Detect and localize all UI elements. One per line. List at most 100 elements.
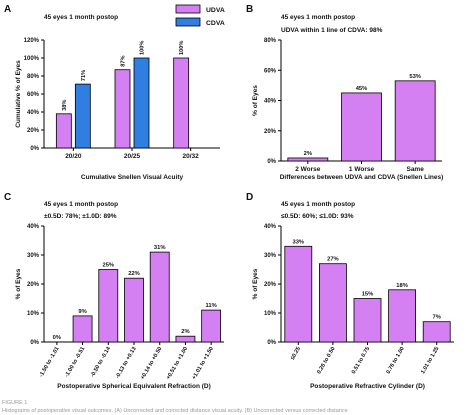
panel-title: 45 eyes 1 month postop [281, 14, 355, 21]
y-tick-label: 40% [27, 224, 40, 230]
legend-swatch-udva [175, 4, 201, 14]
x-tick-label: 0.51 to 0.75 [351, 346, 371, 375]
x-axis-label: Postoperative Refractive Cylinder (D) [310, 383, 425, 390]
x-tick-label: +0.14 to +0.50 [140, 346, 164, 381]
data-label: 71% [81, 70, 87, 81]
panel-a: A 45 eyes 1 month postop 0% 20% 40% 60% 80% 100… [4, 4, 225, 181]
x-axis-label: Postoperative Spherical Equivalent Refra… [57, 383, 211, 390]
y-tick-label: 80% [27, 74, 40, 80]
panel-subtitle: ±0.5D: 78%; ±1.0D: 89% [44, 213, 117, 220]
data-label: 18% [396, 283, 408, 289]
bar-value-2 [394, 80, 436, 162]
x-tick-label: -0.13 to +0.13 [115, 346, 138, 380]
panel-subtitle: UDVA within 1 line of CDVA: 98% [281, 27, 383, 34]
bar-value-4 [149, 251, 170, 343]
panel-label: C [4, 192, 11, 203]
x-tick-label: -0.50 to -0.14 [90, 345, 113, 378]
data-label: 25% [102, 263, 114, 269]
x-tick-label: 20/32 [183, 153, 200, 160]
y-tick-label: 10% [27, 311, 40, 317]
x-axis-label: Cumulative Snellen Visual Acuity [81, 174, 184, 181]
x-tick-label: 20/25 [124, 153, 141, 160]
bar-udva-0 [55, 113, 72, 149]
panel-d: D 45 eyes 1 month postop ≤0.5D: 60%; ≤1.0D… [246, 192, 454, 390]
data-label: 87% [121, 55, 127, 66]
y-tick-label: 20% [264, 129, 277, 135]
y-tick-label: 0% [267, 340, 276, 346]
bar-cdva-1 [133, 57, 150, 149]
y-tick-label: 100% [24, 56, 40, 62]
y-tick-label: 20% [27, 128, 40, 134]
y-axis-label: % of Eyes [252, 268, 259, 299]
data-label: 2% [304, 151, 312, 157]
y-tick-label: 30% [264, 253, 277, 259]
x-tick-label: 2 Worse [295, 166, 321, 173]
y-tick-label: 20% [27, 282, 40, 288]
data-label: 11% [205, 303, 216, 309]
data-label: 15% [362, 292, 374, 298]
data-label: 2% [181, 329, 189, 335]
bar-value-1 [72, 315, 93, 343]
panel-label: B [246, 4, 253, 15]
y-tick-label: 10% [264, 311, 277, 317]
bar-value-6 [201, 309, 222, 343]
bar-value-0 [284, 245, 313, 343]
legend: UDVA CDVA [175, 4, 225, 27]
data-label: 27% [327, 257, 339, 263]
x-tick-label: Same [406, 166, 424, 173]
x-tick-label: +1.01 to +1.50 [191, 346, 215, 381]
bar-cdva-0 [74, 83, 91, 149]
y-tick-label: 40% [264, 99, 277, 105]
y-tick-label: 80% [264, 38, 277, 44]
bar-udva-2 [173, 57, 190, 149]
data-label: 7% [433, 315, 441, 321]
bar-value-3 [388, 289, 417, 343]
bar-udva-1 [114, 69, 131, 149]
data-label: 100% [140, 41, 146, 55]
x-tick-label: -1.50 to -1.01 [38, 346, 60, 378]
y-axis-label: Cumulative % of Eyes [15, 60, 22, 128]
legend-entry-cdva: CDVA [206, 20, 225, 27]
data-label: 100% [179, 41, 185, 55]
x-tick-label: 1.01 to 1.25 [420, 346, 440, 375]
x-tick-label: 1 Worse [349, 166, 375, 173]
y-axis-label: % of Eyes [252, 85, 259, 116]
data-label: 38% [62, 100, 68, 111]
bar-value-3 [124, 277, 144, 343]
panel-c: C 45 eyes 1 month postop ±0.5D: 78%; ±1.0D… [4, 192, 224, 390]
bar-value-5 [175, 335, 196, 343]
panel-label: D [246, 192, 253, 203]
figure-caption: Histograms of postoperative visual outco… [2, 408, 348, 414]
panel-label: A [4, 4, 11, 15]
x-tick-label: +0.51 to +1.00 [166, 346, 190, 381]
bar-value-4 [422, 321, 451, 343]
y-tick-label: 30% [27, 253, 40, 259]
y-axis-label: % of Eyes [15, 268, 22, 299]
data-label: 9% [78, 309, 86, 315]
x-tick-label: -1.00 to -0.51 [64, 346, 86, 378]
data-label: 22% [128, 271, 140, 277]
y-tick-label: 120% [24, 38, 40, 44]
data-label: 0% [53, 335, 61, 341]
bar-value-0 [287, 157, 329, 162]
data-label: 33% [292, 239, 304, 245]
y-tick-label: 60% [264, 68, 277, 74]
data-label: 31% [154, 245, 166, 251]
y-tick-label: 0% [30, 340, 39, 346]
y-tick-label: 20% [264, 282, 277, 288]
x-tick-label: ≤0.25 [290, 346, 302, 361]
figure-label: FIGURE 1 [2, 400, 27, 406]
x-tick-label: 20/20 [65, 153, 82, 160]
bar-value-2 [353, 298, 382, 343]
x-tick-label: 0.76 to 1.00 [386, 346, 406, 375]
x-tick-label: 0.26 to 0.50 [316, 346, 336, 375]
legend-swatch-cdva [175, 17, 201, 27]
y-tick-label: 60% [27, 92, 40, 98]
panel-title: 45 eyes 1 month postop [281, 201, 355, 208]
panel-b: B 45 eyes 1 month postop UDVA within 1 lin… [246, 4, 443, 181]
y-tick-label: 40% [264, 224, 277, 230]
bar-value-2 [98, 269, 119, 343]
data-label: 53% [409, 74, 421, 80]
data-label: 45% [356, 86, 368, 92]
